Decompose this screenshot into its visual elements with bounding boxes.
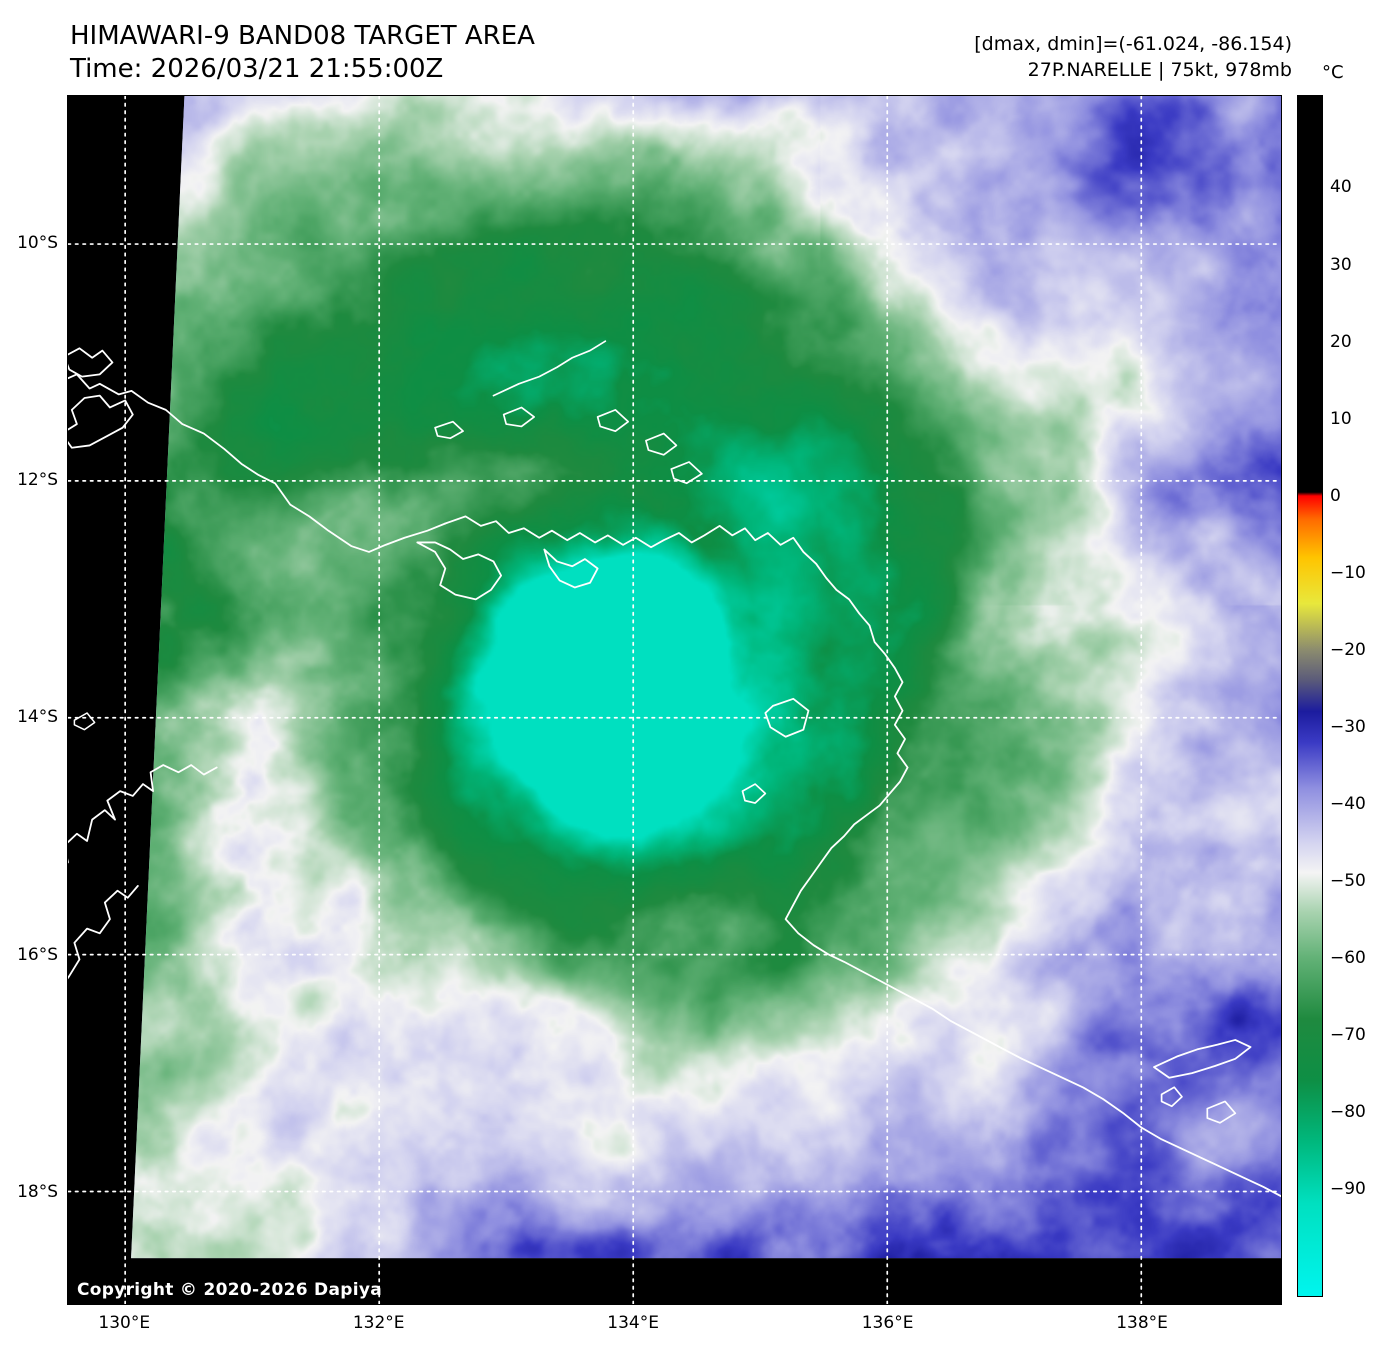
copyright-text: Copyright © 2020-2026 Dapiya xyxy=(77,1280,382,1300)
coastline-wessel-chain xyxy=(492,340,607,397)
coastline-nt-north xyxy=(68,373,447,553)
coastline-inland-bay-2 xyxy=(543,548,599,589)
coastline-sir-edward-pellew xyxy=(1153,1039,1252,1079)
colorbar-tick-label: 0 xyxy=(1330,485,1341,506)
page-title: HIMAWARI-9 BAND08 TARGET AREA Time: 2026/… xyxy=(70,20,535,87)
x-tick-label: 132°E xyxy=(352,1313,405,1333)
storm-info-text: 27P.NARELLE | 75kt, 978mb xyxy=(1027,58,1292,81)
title-line-2: Time: 2026/03/21 21:55:00Z xyxy=(70,54,444,85)
coastline-west-kimberley xyxy=(68,884,139,980)
colorbar-tick-label: −30 xyxy=(1330,716,1366,737)
x-tick-label: 138°E xyxy=(1116,1313,1168,1333)
colorbar-tick-label: −20 xyxy=(1330,639,1366,660)
coastline-small-island-3 xyxy=(1206,1100,1237,1124)
colorbar-unit-label: °C xyxy=(1322,62,1344,83)
coastline-island-ne-2 xyxy=(670,461,703,485)
coastline-tiny-island xyxy=(73,712,96,731)
coastline-small-island-1 xyxy=(741,783,767,804)
colorbar[interactable] xyxy=(1297,95,1323,1297)
colorbar-tick-label: 40 xyxy=(1330,177,1352,198)
coastline-gulf-south xyxy=(1021,1057,1281,1198)
coastline-arnhem-land xyxy=(444,515,1023,1060)
colorbar-tick-label: −60 xyxy=(1330,947,1366,968)
satellite-imagery-swath xyxy=(131,96,1281,1259)
coastline-goulburn-island xyxy=(502,406,535,428)
coastline-bathurst-island xyxy=(68,347,114,378)
colorbar-gradient xyxy=(1298,96,1322,1296)
coastline-croker-island xyxy=(434,420,464,440)
x-tick-label: 134°E xyxy=(607,1313,659,1333)
coastline-island-ne xyxy=(645,432,678,456)
title-line-1: HIMAWARI-9 BAND08 TARGET AREA xyxy=(70,21,535,51)
map-overlay xyxy=(68,96,1281,1304)
colorbar-tick-label: 10 xyxy=(1330,408,1352,429)
x-tick-label: 136°E xyxy=(861,1313,914,1333)
colorbar-tick-label: 20 xyxy=(1330,331,1352,352)
dmax-dmin-text: [dmax, dmin]=(-61.024, -86.154) xyxy=(974,33,1292,55)
colorbar-tick-label: −90 xyxy=(1330,1179,1366,1200)
colorbar-tick-label: −70 xyxy=(1330,1025,1366,1046)
colorbar-tick-label: −10 xyxy=(1330,562,1366,583)
coastline-elcho-island xyxy=(596,409,630,432)
x-tick-label: 130°E xyxy=(98,1313,151,1333)
colorbar-tick-label: −50 xyxy=(1330,870,1366,891)
satellite-plot-area[interactable]: Copyright © 2020-2026 Dapiya xyxy=(67,95,1282,1305)
coastline-small-island-2 xyxy=(1160,1086,1183,1108)
stats-annotation: [dmax, dmin]=(-61.024, -86.154) 27P.NAREL… xyxy=(974,32,1292,83)
coastline-tiwi-islands xyxy=(68,394,134,449)
coastline-groote-eylandt xyxy=(764,697,810,738)
coastline-kimberley xyxy=(68,764,218,864)
colorbar-tick-label: −40 xyxy=(1330,793,1366,814)
coastline-inland-bay-1 xyxy=(416,541,502,601)
colorbar-tick-label: −80 xyxy=(1330,1102,1366,1123)
colorbar-tick-label: 30 xyxy=(1330,254,1352,275)
